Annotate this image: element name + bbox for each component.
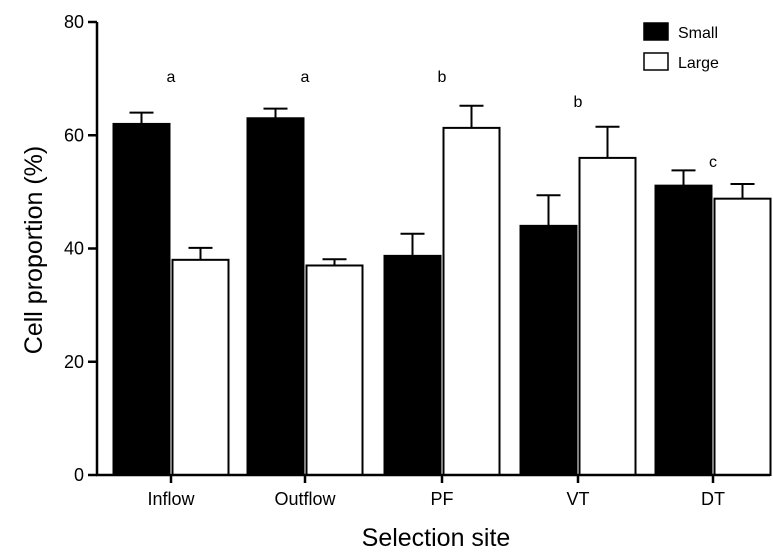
- x-tick-label-vt: VT: [566, 489, 589, 509]
- x-tick-label-inflow: Inflow: [147, 489, 195, 509]
- y-tick-label: 20: [64, 352, 84, 372]
- bar-large-vt: [578, 156, 637, 476]
- x-axis-title: Selection site: [362, 524, 511, 552]
- bar-large-outflow: [305, 264, 364, 476]
- error-bars: [129, 104, 755, 266]
- legend-swatch-small: [643, 22, 669, 41]
- legend-label-small: Small: [678, 25, 718, 42]
- x-tick-label-outflow: Outflow: [274, 489, 336, 509]
- y-tick-label: 0: [74, 465, 84, 485]
- x-tick-label-pf: PF: [430, 489, 453, 509]
- y-tick-label: 60: [64, 125, 84, 145]
- bar-small-pf: [383, 254, 442, 476]
- bar-large-dt: [713, 197, 772, 476]
- sig-letter-dt: c: [709, 154, 717, 171]
- bar-small-dt: [654, 184, 713, 477]
- bar-large-pf: [442, 126, 501, 476]
- y-axis-ticks: 0 20 40 60 80: [64, 12, 97, 485]
- y-tick-label: 40: [64, 239, 84, 259]
- bar-small-inflow: [112, 122, 171, 477]
- y-axis-title: Cell proportion (%): [20, 146, 48, 354]
- bar-large-inflow: [171, 258, 230, 477]
- sig-letter-pf: b: [438, 69, 447, 86]
- y-tick-label: 80: [64, 12, 84, 32]
- sig-letter-outflow: a: [301, 69, 310, 86]
- sig-letter-inflow: a: [167, 69, 176, 86]
- legend: Small Large: [643, 22, 719, 72]
- bar-small-outflow: [246, 117, 305, 476]
- x-axis-ticks: Inflow Outflow PF VT DT: [147, 475, 725, 509]
- significance-letters: a a b b c: [167, 69, 717, 171]
- legend-label-large: Large: [678, 55, 719, 72]
- x-tick-label-dt: DT: [701, 489, 725, 509]
- legend-swatch-large: [643, 52, 669, 71]
- sig-letter-vt: b: [574, 94, 583, 111]
- bar-small-vt: [519, 224, 578, 476]
